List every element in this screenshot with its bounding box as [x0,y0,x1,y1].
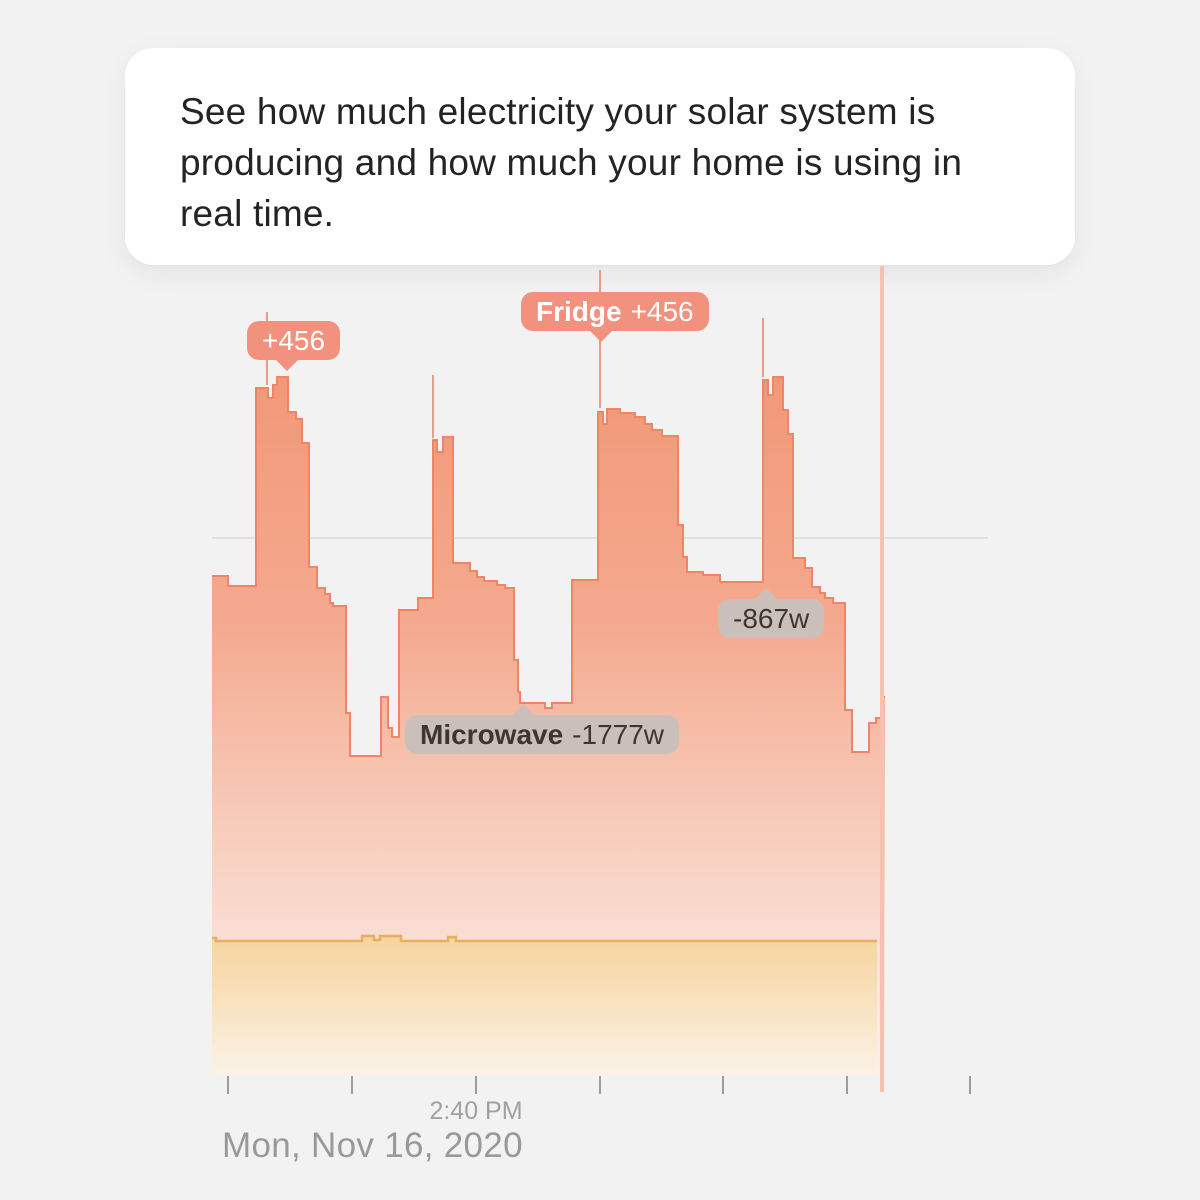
home-usage-line [212,376,885,757]
badge-value: +456 [262,325,326,356]
badge-value: -1777w [572,719,665,750]
x-axis-time-label: 2:40 PM [429,1097,523,1125]
solar-production-line [212,934,877,943]
badge-pointer-icon [754,588,778,600]
badge-pointer-icon [589,330,613,342]
usage-event-badge: -867w [718,588,825,638]
badge-device-label: Fridge [536,296,622,327]
badge-value: +456 [630,296,694,327]
microwave-event-badge: Microwave -1777w [405,704,680,754]
badge-pointer-icon [275,359,299,371]
tooltip-text-line: real time. [180,193,335,234]
solar-production-area [212,936,877,1075]
fridge-event-badge: Fridge +456 [521,292,709,342]
chart-date-label: Mon, Nov 16, 2020 [222,1126,523,1165]
badge-device-label: Microwave [420,719,564,750]
tooltip-text-line: See how much electricity your solar syst… [180,91,936,132]
badge-value: -867w [733,603,810,634]
badge-pointer-icon [511,704,535,716]
solar-event-badge: +456 [247,321,341,371]
intro-tooltip-card: See how much electricity your solar syst… [125,48,1075,265]
tooltip-text-line: producing and how much your home is usin… [180,142,963,183]
